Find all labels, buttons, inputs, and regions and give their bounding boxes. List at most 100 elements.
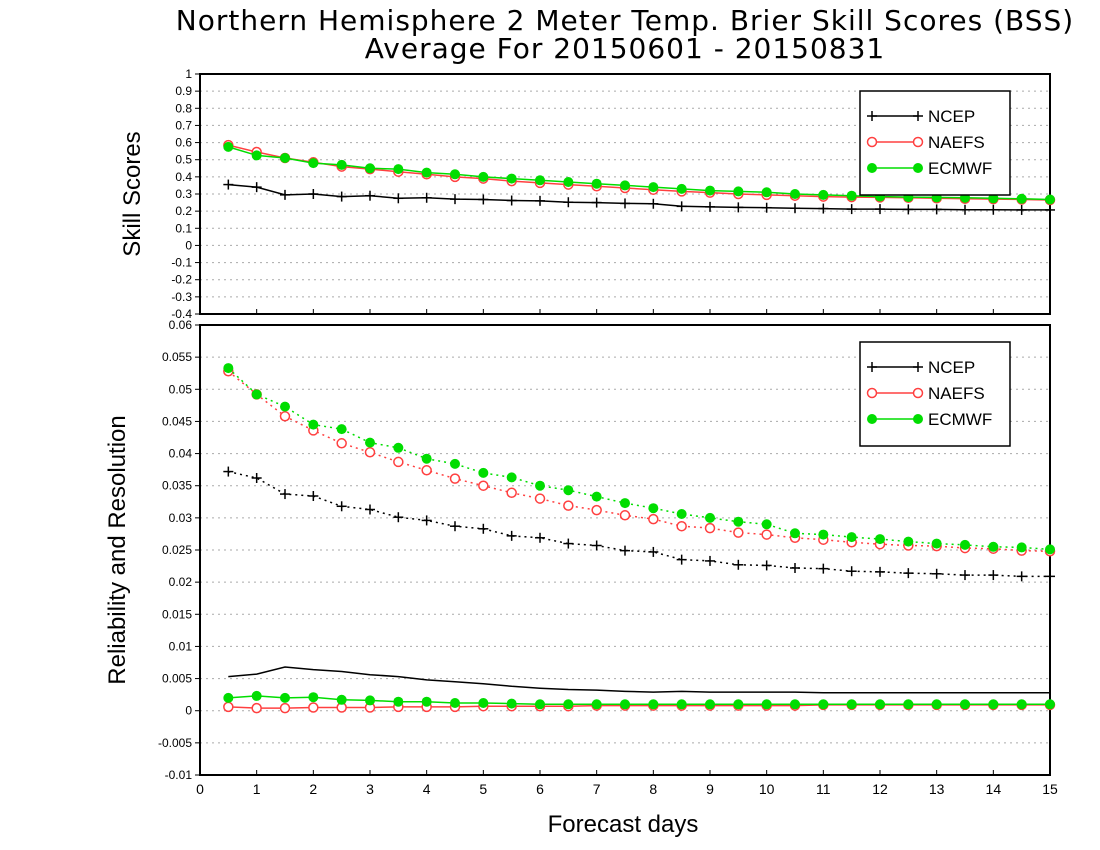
marker-filled-circle <box>676 699 687 710</box>
marker-filled-circle <box>365 163 375 174</box>
marker-filled-circle <box>1016 193 1027 204</box>
legend: NCEP NAEFS ECMWF <box>859 90 1011 196</box>
y-tick-label: 0.1 <box>175 221 192 235</box>
x-tick-label: 11 <box>816 781 831 797</box>
series-line <box>228 695 1050 706</box>
y-tick-label: -0.005 <box>158 736 192 750</box>
marker-filled-circle <box>308 158 319 169</box>
marker-filled-circle <box>733 516 744 527</box>
marker-open-circle <box>506 487 517 499</box>
x-tick-label: 1 <box>253 781 261 797</box>
y-tick-label: 0.055 <box>162 350 192 364</box>
legend-box <box>859 341 1011 447</box>
marker-filled-circle <box>733 699 744 710</box>
marker-filled-circle <box>676 183 687 194</box>
y-tick-label: 0.8 <box>175 101 192 115</box>
y-tick-label: 0.6 <box>175 136 192 150</box>
marker-filled-circle <box>1045 194 1055 205</box>
marker-filled-circle <box>761 699 772 710</box>
y-tick-label: 0.9 <box>175 84 192 98</box>
x-tick-label: 10 <box>759 781 775 797</box>
marker-filled-circle <box>676 509 687 519</box>
marker-filled-circle <box>223 692 234 703</box>
marker-filled-circle <box>988 699 999 710</box>
y-axis-label: Skill Scores <box>119 131 146 256</box>
y-tick-label: 0.005 <box>162 672 192 686</box>
marker-filled-circle <box>790 699 800 710</box>
marker-open-circle <box>733 527 744 538</box>
marker-filled-circle <box>535 699 545 710</box>
y-tick-label: -0.4 <box>171 307 192 321</box>
marker-filled-circle <box>336 424 347 435</box>
x-tick-label: 6 <box>536 781 544 797</box>
marker-open-circle <box>591 504 602 516</box>
marker-filled-circle <box>535 175 545 186</box>
marker-filled-circle <box>705 699 715 710</box>
marker-open-circle <box>308 702 319 713</box>
marker-filled-circle <box>393 696 404 707</box>
marker-filled-circle <box>790 189 800 199</box>
y-tick-label: 0.2 <box>175 204 192 218</box>
y-tick-label: 0 <box>185 238 192 252</box>
x-tick-label: 3 <box>366 781 374 797</box>
marker-open-circle <box>223 701 234 713</box>
marker-filled-circle <box>1045 544 1055 555</box>
marker-open-circle <box>761 529 772 540</box>
marker-filled-circle <box>875 534 885 545</box>
x-tick-label: 7 <box>593 781 601 797</box>
marker-filled-circle <box>421 696 432 707</box>
marker-open-circle <box>648 513 659 525</box>
marker-filled-circle <box>867 163 877 173</box>
marker-open-circle <box>912 387 924 399</box>
series-ecmwf <box>223 141 1055 205</box>
legend: NCEP NAEFS ECMWF <box>859 341 1011 447</box>
x-tick-label: 13 <box>929 781 945 797</box>
x-tick-label: 14 <box>986 781 1002 797</box>
marker-filled-circle <box>421 453 432 464</box>
marker-filled-circle <box>223 363 234 374</box>
marker-filled-circle <box>1016 699 1027 710</box>
marker-filled-circle <box>308 692 319 703</box>
marker-filled-circle <box>846 699 857 710</box>
legend-label: ECMWF <box>928 410 992 429</box>
marker-filled-circle <box>365 695 375 706</box>
legend-label: NCEP <box>928 107 975 126</box>
y-axis-label: Reliability and Resolution <box>104 415 131 684</box>
marker-open-circle <box>279 411 291 422</box>
series-ncep-resolution <box>223 466 1055 582</box>
marker-filled-circle <box>591 491 602 502</box>
marker-open-circle <box>393 456 404 468</box>
marker-filled-circle <box>867 414 877 424</box>
series-ncep <box>223 179 1055 215</box>
marker-filled-circle <box>1045 699 1055 710</box>
legend-box <box>859 90 1011 196</box>
marker-open-circle <box>478 480 489 491</box>
marker-open-circle <box>364 447 376 458</box>
marker-filled-circle <box>988 193 999 204</box>
marker-filled-circle <box>280 401 290 412</box>
marker-filled-circle <box>931 538 942 549</box>
legend-label: ECMWF <box>928 159 992 178</box>
y-tick-label: 0.4 <box>175 170 192 184</box>
marker-filled-circle <box>818 529 829 540</box>
marker-open-circle <box>866 136 878 148</box>
marker-open-circle <box>563 500 574 511</box>
marker-open-circle <box>279 702 291 714</box>
marker-filled-circle <box>506 472 517 483</box>
marker-open-circle <box>619 510 631 521</box>
series-ncep-reliability <box>228 666 1050 694</box>
marker-filled-circle <box>875 699 885 710</box>
marker-filled-circle <box>846 532 857 543</box>
marker-filled-circle <box>705 185 715 196</box>
series-line <box>228 666 1050 694</box>
y-tick-label: 0.025 <box>162 543 192 557</box>
y-tick-label: 0 <box>185 704 192 718</box>
marker-filled-circle <box>620 498 630 509</box>
y-tick-label: 0.04 <box>169 447 193 461</box>
x-tick-label: 5 <box>479 781 487 797</box>
legend-label: NCEP <box>928 358 975 377</box>
marker-filled-circle <box>903 536 914 547</box>
panel-bottom: -0.01 -0.005 0 0.005 0.01 0.015 0.02 0.025 0.03 0… <box>104 318 1058 838</box>
y-tick-label: 0.03 <box>169 511 193 525</box>
